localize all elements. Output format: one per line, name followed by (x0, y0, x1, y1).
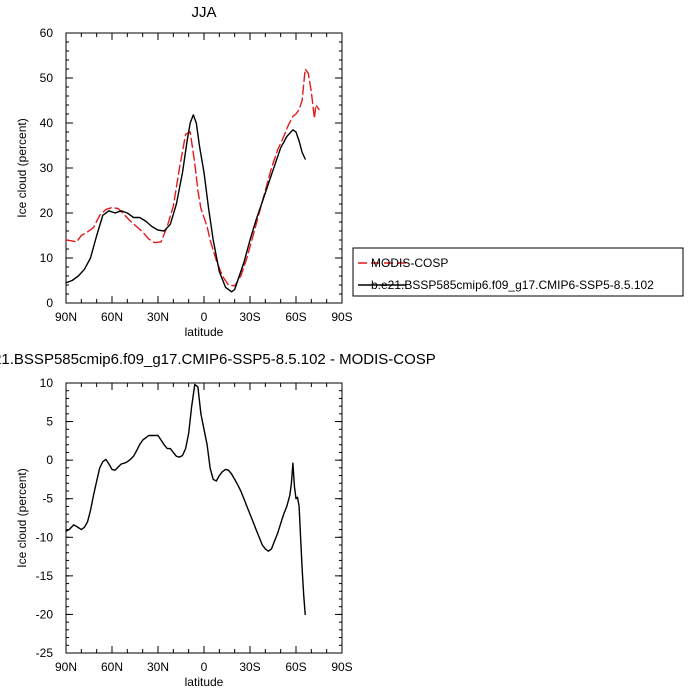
x-tick-label: 60N (101, 660, 123, 674)
legend-box (352, 247, 684, 297)
y-tick-label: 5 (46, 415, 53, 429)
plot-frame (65, 32, 343, 304)
x-tick-label: 30S (239, 310, 260, 324)
chart-title: JJA (191, 4, 216, 21)
y-tick-label: 0 (46, 296, 53, 310)
x-tick-label: 60S (285, 310, 306, 324)
y-axis-label: Ice cloud (percent) (15, 468, 29, 567)
x-axis-label: latitude (185, 325, 224, 339)
plot-frame (65, 382, 343, 654)
legend: MODIS-COSP b.e21.BSSP585cmip6.f09_g17.CMI… (352, 247, 684, 297)
x-tick-label: 30N (147, 660, 169, 674)
y-tick-label: 60 (40, 26, 54, 40)
x-tick-label: 90S (331, 310, 352, 324)
y-tick-label: 20 (40, 206, 54, 220)
legend-label-2: b.e21.BSSP585cmip6.f09_g17.CMIP6-SSP5-8.… (371, 278, 654, 292)
x-tick-label: 60N (101, 310, 123, 324)
chart-title: b.e21.BSSP585cmip6.f09_g17.CMIP6-SSP5-8.… (0, 351, 436, 368)
top-panel-chart: JJA 90N 60N 30N 0 30S 60S 90S 0 10 20 30 40 50 60 latit… (15, 4, 353, 339)
x-axis-label: latitude (185, 675, 224, 689)
series-line-1 (65, 68, 320, 287)
y-axis-label: Ice cloud (percent) (15, 118, 29, 217)
y-tick-label: -5 (42, 492, 53, 506)
series-line-2 (65, 114, 306, 293)
x-tick-label: 90N (55, 660, 77, 674)
series-line-1 (65, 383, 306, 616)
x-tick-label: 0 (201, 660, 208, 674)
y-tick-label: -15 (36, 569, 54, 583)
y-tick-label: -20 (36, 607, 54, 621)
legend-label-1: MODIS-COSP (371, 256, 448, 270)
x-tick-label: 30S (239, 660, 260, 674)
y-tick-label: 10 (40, 251, 54, 265)
y-tick-label: 30 (40, 161, 54, 175)
x-tick-label: 0 (201, 310, 208, 324)
bottom-panel-chart: b.e21.BSSP585cmip6.f09_g17.CMIP6-SSP5-8.… (0, 351, 436, 689)
y-tick-label: -10 (36, 530, 54, 544)
y-tick-label: 10 (40, 376, 54, 390)
x-tick-label: 90N (55, 310, 77, 324)
y-tick-label: -25 (36, 646, 54, 660)
x-tick-label: 60S (285, 660, 306, 674)
y-tick-label: 50 (40, 71, 54, 85)
y-tick-label: 0 (46, 453, 53, 467)
x-tick-label: 30N (147, 310, 169, 324)
y-tick-label: 40 (40, 116, 54, 130)
x-tick-label: 90S (331, 660, 352, 674)
